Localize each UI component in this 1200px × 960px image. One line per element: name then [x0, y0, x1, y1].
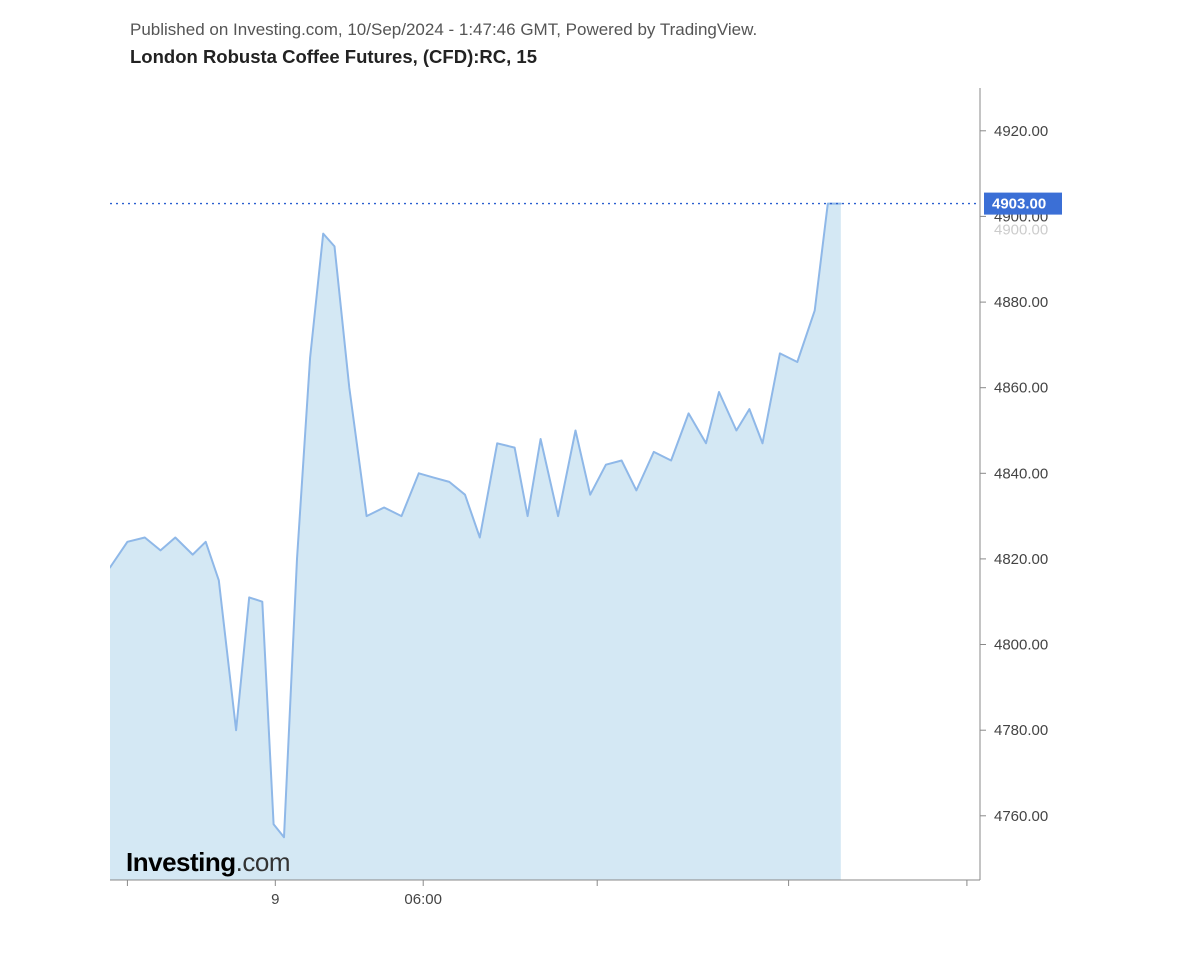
y-tick-label: 4820.00 [994, 551, 1048, 568]
y-tick-behind-label: 4900.00 [994, 221, 1048, 238]
y-tick-label: 4780.00 [994, 722, 1048, 739]
y-tick-label: 4860.00 [994, 380, 1048, 397]
price-chart[interactable]: 4760.00 4780.00 4800.00 4820.00 4840.00 4860.… [110, 80, 1100, 920]
area-fill [110, 204, 841, 880]
chart-svg: 4760.00 4780.00 4800.00 4820.00 4840.00 4860.… [110, 80, 1100, 920]
watermark-light: .com [236, 847, 290, 877]
published-line: Published on Investing.com, 10/Sep/2024 … [130, 20, 1180, 40]
y-tick-label: 4840.00 [994, 465, 1048, 482]
last-price-tag-label: 4903.00 [992, 196, 1046, 213]
y-tick-label: 4880.00 [994, 294, 1048, 311]
watermark-bold: Investing [126, 847, 236, 877]
x-tick-label: 06:00 [404, 891, 442, 908]
y-tick-label: 4800.00 [994, 637, 1048, 654]
instrument-title: London Robusta Coffee Futures, (CFD):RC,… [130, 46, 1180, 68]
y-tick-label: 4760.00 [994, 808, 1048, 825]
watermark-logo: Investing.com [126, 847, 290, 878]
chart-container: Published on Investing.com, 10/Sep/2024 … [0, 0, 1200, 960]
y-tick-label: 4920.00 [994, 123, 1048, 140]
x-tick-label: 9 [271, 891, 279, 908]
